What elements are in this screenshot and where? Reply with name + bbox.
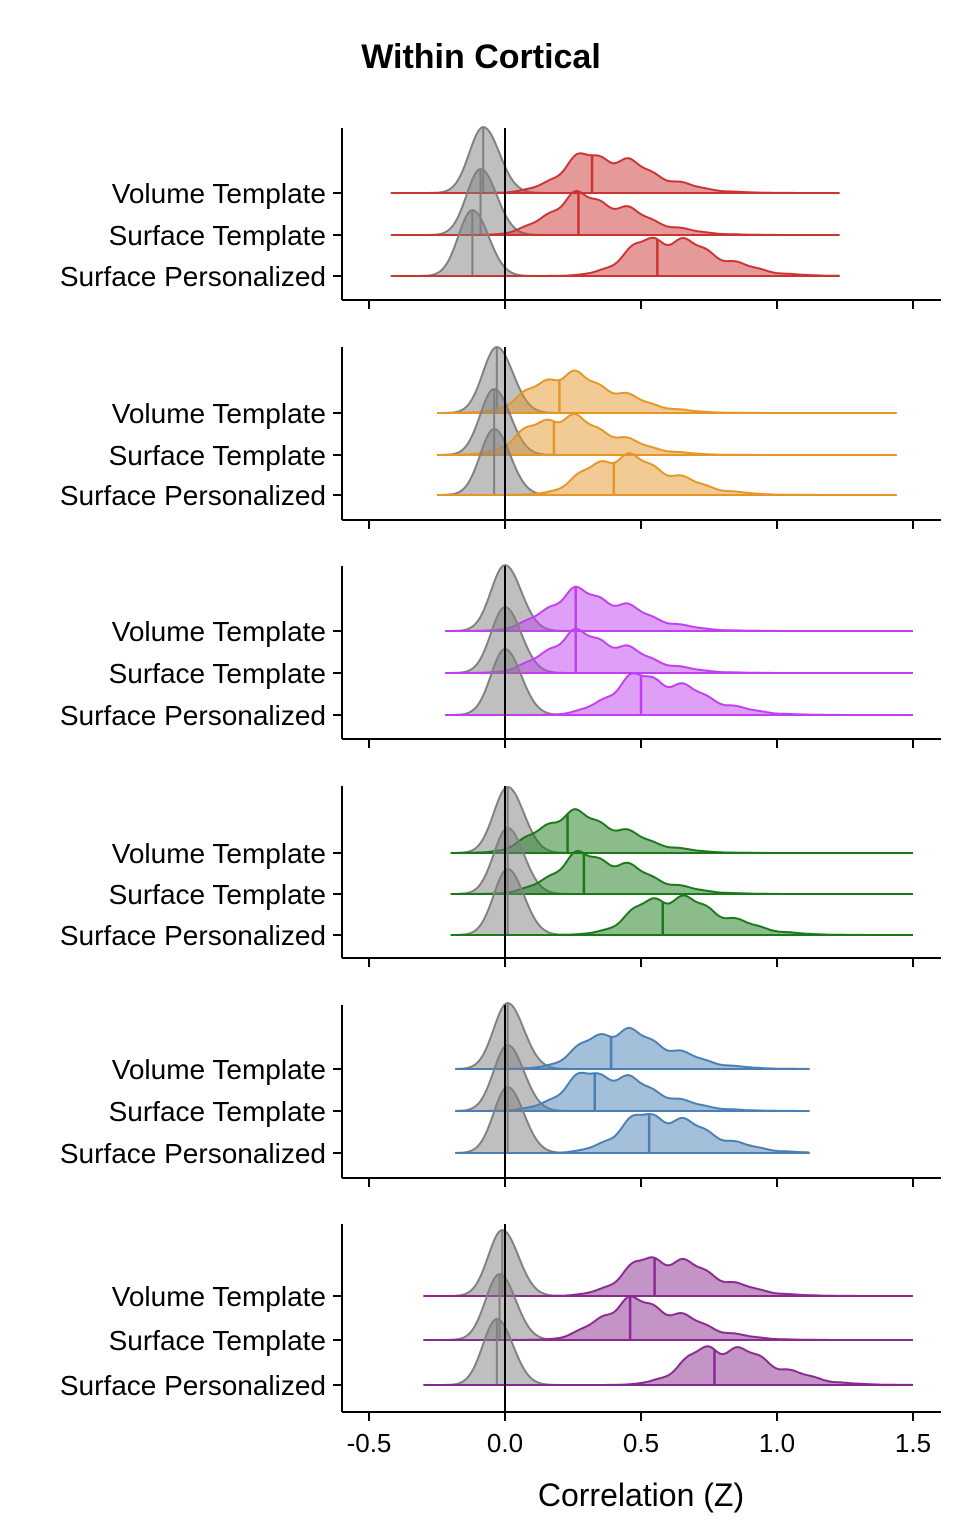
row-label: Volume Template (112, 178, 326, 209)
observed-distribution (437, 412, 897, 456)
row-label: Surface Personalized (60, 1370, 326, 1401)
panel-5: Volume Template Surface Template Surface P… (60, 1001, 941, 1187)
row-label: Surface Personalized (60, 700, 326, 731)
x-tick-label: 1.0 (759, 1428, 795, 1458)
x-tick-label: 0.0 (487, 1428, 523, 1458)
x-tick-label: -0.5 (347, 1428, 392, 1458)
panel-6: -0.5 0.0 0.5 1.0 1.5 Volume Template Surface T… (60, 1224, 941, 1458)
ridge-row: Volume Template (112, 563, 913, 647)
observed-distribution (390, 152, 840, 194)
ridge-row: Surface Template (109, 1043, 810, 1127)
ridge-row: Surface Template (109, 605, 913, 689)
ridge-row: Volume Template (112, 1001, 810, 1085)
row-label: Surface Personalized (60, 1138, 326, 1169)
row-label: Volume Template (112, 1281, 326, 1312)
observed-distribution (445, 672, 913, 716)
observed-distribution (450, 894, 913, 936)
x-tick-label: 0.5 (623, 1428, 659, 1458)
panel-4: Volume Template Surface Template Surface P… (60, 786, 941, 967)
observed-distribution (437, 452, 897, 496)
observed-distribution (456, 1112, 810, 1154)
ridge-row: Surface Personalized (60, 868, 913, 951)
row-label: Surface Template (109, 879, 326, 910)
row-label: Surface Template (109, 658, 326, 689)
row-label: Surface Template (109, 1096, 326, 1127)
row-label: Surface Personalized (60, 480, 326, 511)
observed-distribution (445, 627, 913, 674)
ridge-row: Surface Template (109, 167, 840, 251)
x-axis-label: Correlation (Z) (538, 1477, 744, 1513)
row-label: Volume Template (112, 838, 326, 869)
ridge-row: Surface Personalized (60, 647, 913, 731)
observed-distribution (445, 585, 913, 632)
panel-2: Volume Template Surface Template Surface P… (60, 345, 941, 529)
panel-1: Volume Template Surface Template Surface P… (60, 125, 941, 309)
observed-distribution (450, 849, 913, 895)
row-label: Surface Template (109, 1325, 326, 1356)
observed-distribution (450, 808, 913, 854)
ridge-row: Surface Personalized (60, 428, 897, 511)
ridge-row: Surface Personalized (60, 208, 840, 292)
observed-distribution (390, 236, 840, 277)
row-label: Volume Template (112, 1054, 326, 1085)
row-label: Volume Template (112, 616, 326, 647)
panel-3: Volume Template Surface Template Surface P… (60, 563, 941, 748)
row-label: Surface Personalized (60, 920, 326, 951)
chart-title: Within Cortical (361, 38, 601, 76)
row-label: Volume Template (112, 398, 326, 429)
observed-distribution (437, 369, 897, 414)
panels-group: Volume Template Surface Template Surface P… (60, 125, 941, 1458)
row-label: Surface Template (109, 220, 326, 251)
row-label: Surface Template (109, 440, 326, 471)
row-label: Surface Personalized (60, 261, 326, 292)
x-tick-label: 1.5 (895, 1428, 931, 1458)
ridge-row: Surface Personalized (60, 1085, 810, 1169)
